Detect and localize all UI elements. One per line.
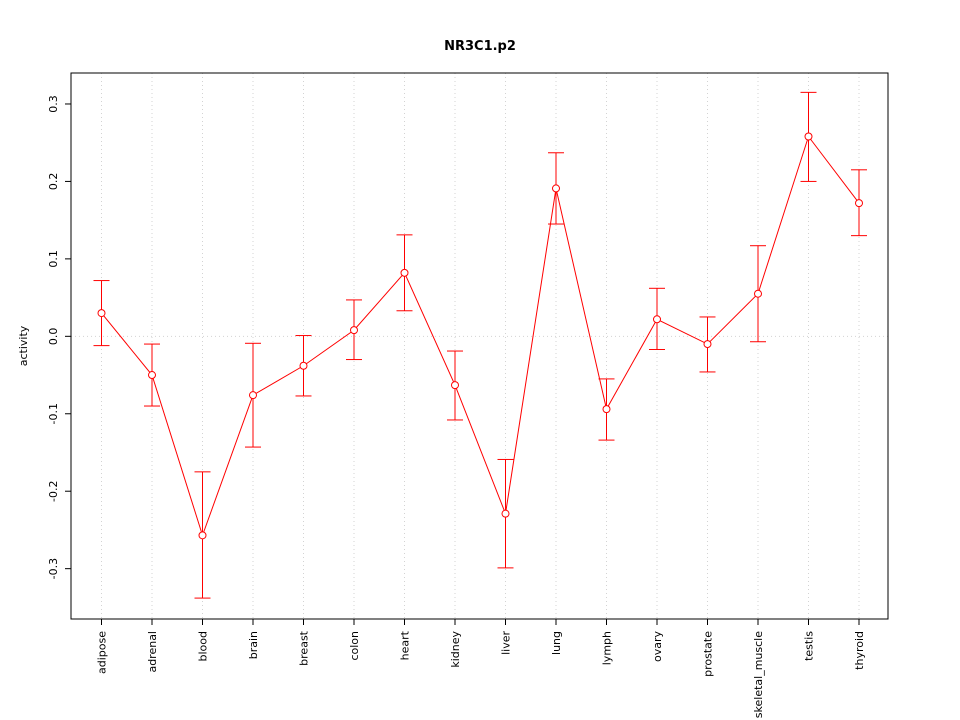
y-tick-label: -0.1 xyxy=(47,403,60,424)
y-tick-label: -0.3 xyxy=(47,558,60,579)
x-tick-label: breast xyxy=(297,630,310,666)
y-tick-label: 0.1 xyxy=(47,250,60,268)
x-tick-label: adrenal xyxy=(146,631,159,673)
x-tick-label: lung xyxy=(550,631,563,655)
y-axis-title: activity xyxy=(17,325,30,366)
data-point xyxy=(754,289,762,298)
axes: -0.3 -0.2 -0.1 0.0 0.1 0.2 0.3 adipose adrenal bl… xyxy=(47,72,889,718)
data-point xyxy=(198,531,207,540)
x-tick-label: liver xyxy=(499,631,512,655)
data-point xyxy=(350,326,358,335)
x-tick-label: prostate xyxy=(701,631,714,677)
x-tick-label: heart xyxy=(398,630,411,660)
x-tick-label: thyroid xyxy=(853,631,866,670)
x-tick-label: adipose xyxy=(95,631,108,674)
data-point xyxy=(400,268,409,277)
x-tick-label: kidney xyxy=(449,631,462,668)
data-series xyxy=(93,91,867,599)
data-point xyxy=(501,509,510,518)
x-tick-label: colon xyxy=(348,631,361,661)
data-point xyxy=(299,361,308,370)
y-tick-label: 0.0 xyxy=(47,328,60,346)
series-line xyxy=(101,135,860,537)
y-tick-label: 0.3 xyxy=(47,95,60,113)
x-tick-label: lymph xyxy=(600,631,613,665)
grid-lines xyxy=(71,73,888,619)
y-tick-label: 0.2 xyxy=(47,173,60,191)
data-point xyxy=(804,132,813,141)
plot-frame xyxy=(70,72,889,620)
y-tick-label: -0.2 xyxy=(47,480,60,501)
x-tick-label: blood xyxy=(196,631,209,661)
data-point xyxy=(451,381,459,390)
x-tick-label: skeletal_muscle xyxy=(752,631,765,718)
data-point xyxy=(855,199,863,208)
data-point xyxy=(552,184,560,193)
x-tick-label: testis xyxy=(802,631,815,661)
x-tick-label: ovary xyxy=(651,631,664,663)
data-point xyxy=(703,340,712,349)
data-point xyxy=(148,371,156,380)
data-point xyxy=(249,391,257,400)
data-point xyxy=(602,405,611,414)
x-tick-label: brain xyxy=(247,631,260,659)
data-point xyxy=(97,309,106,318)
data-point xyxy=(653,315,661,324)
chart-title: NR3C1.p2 xyxy=(444,39,516,54)
